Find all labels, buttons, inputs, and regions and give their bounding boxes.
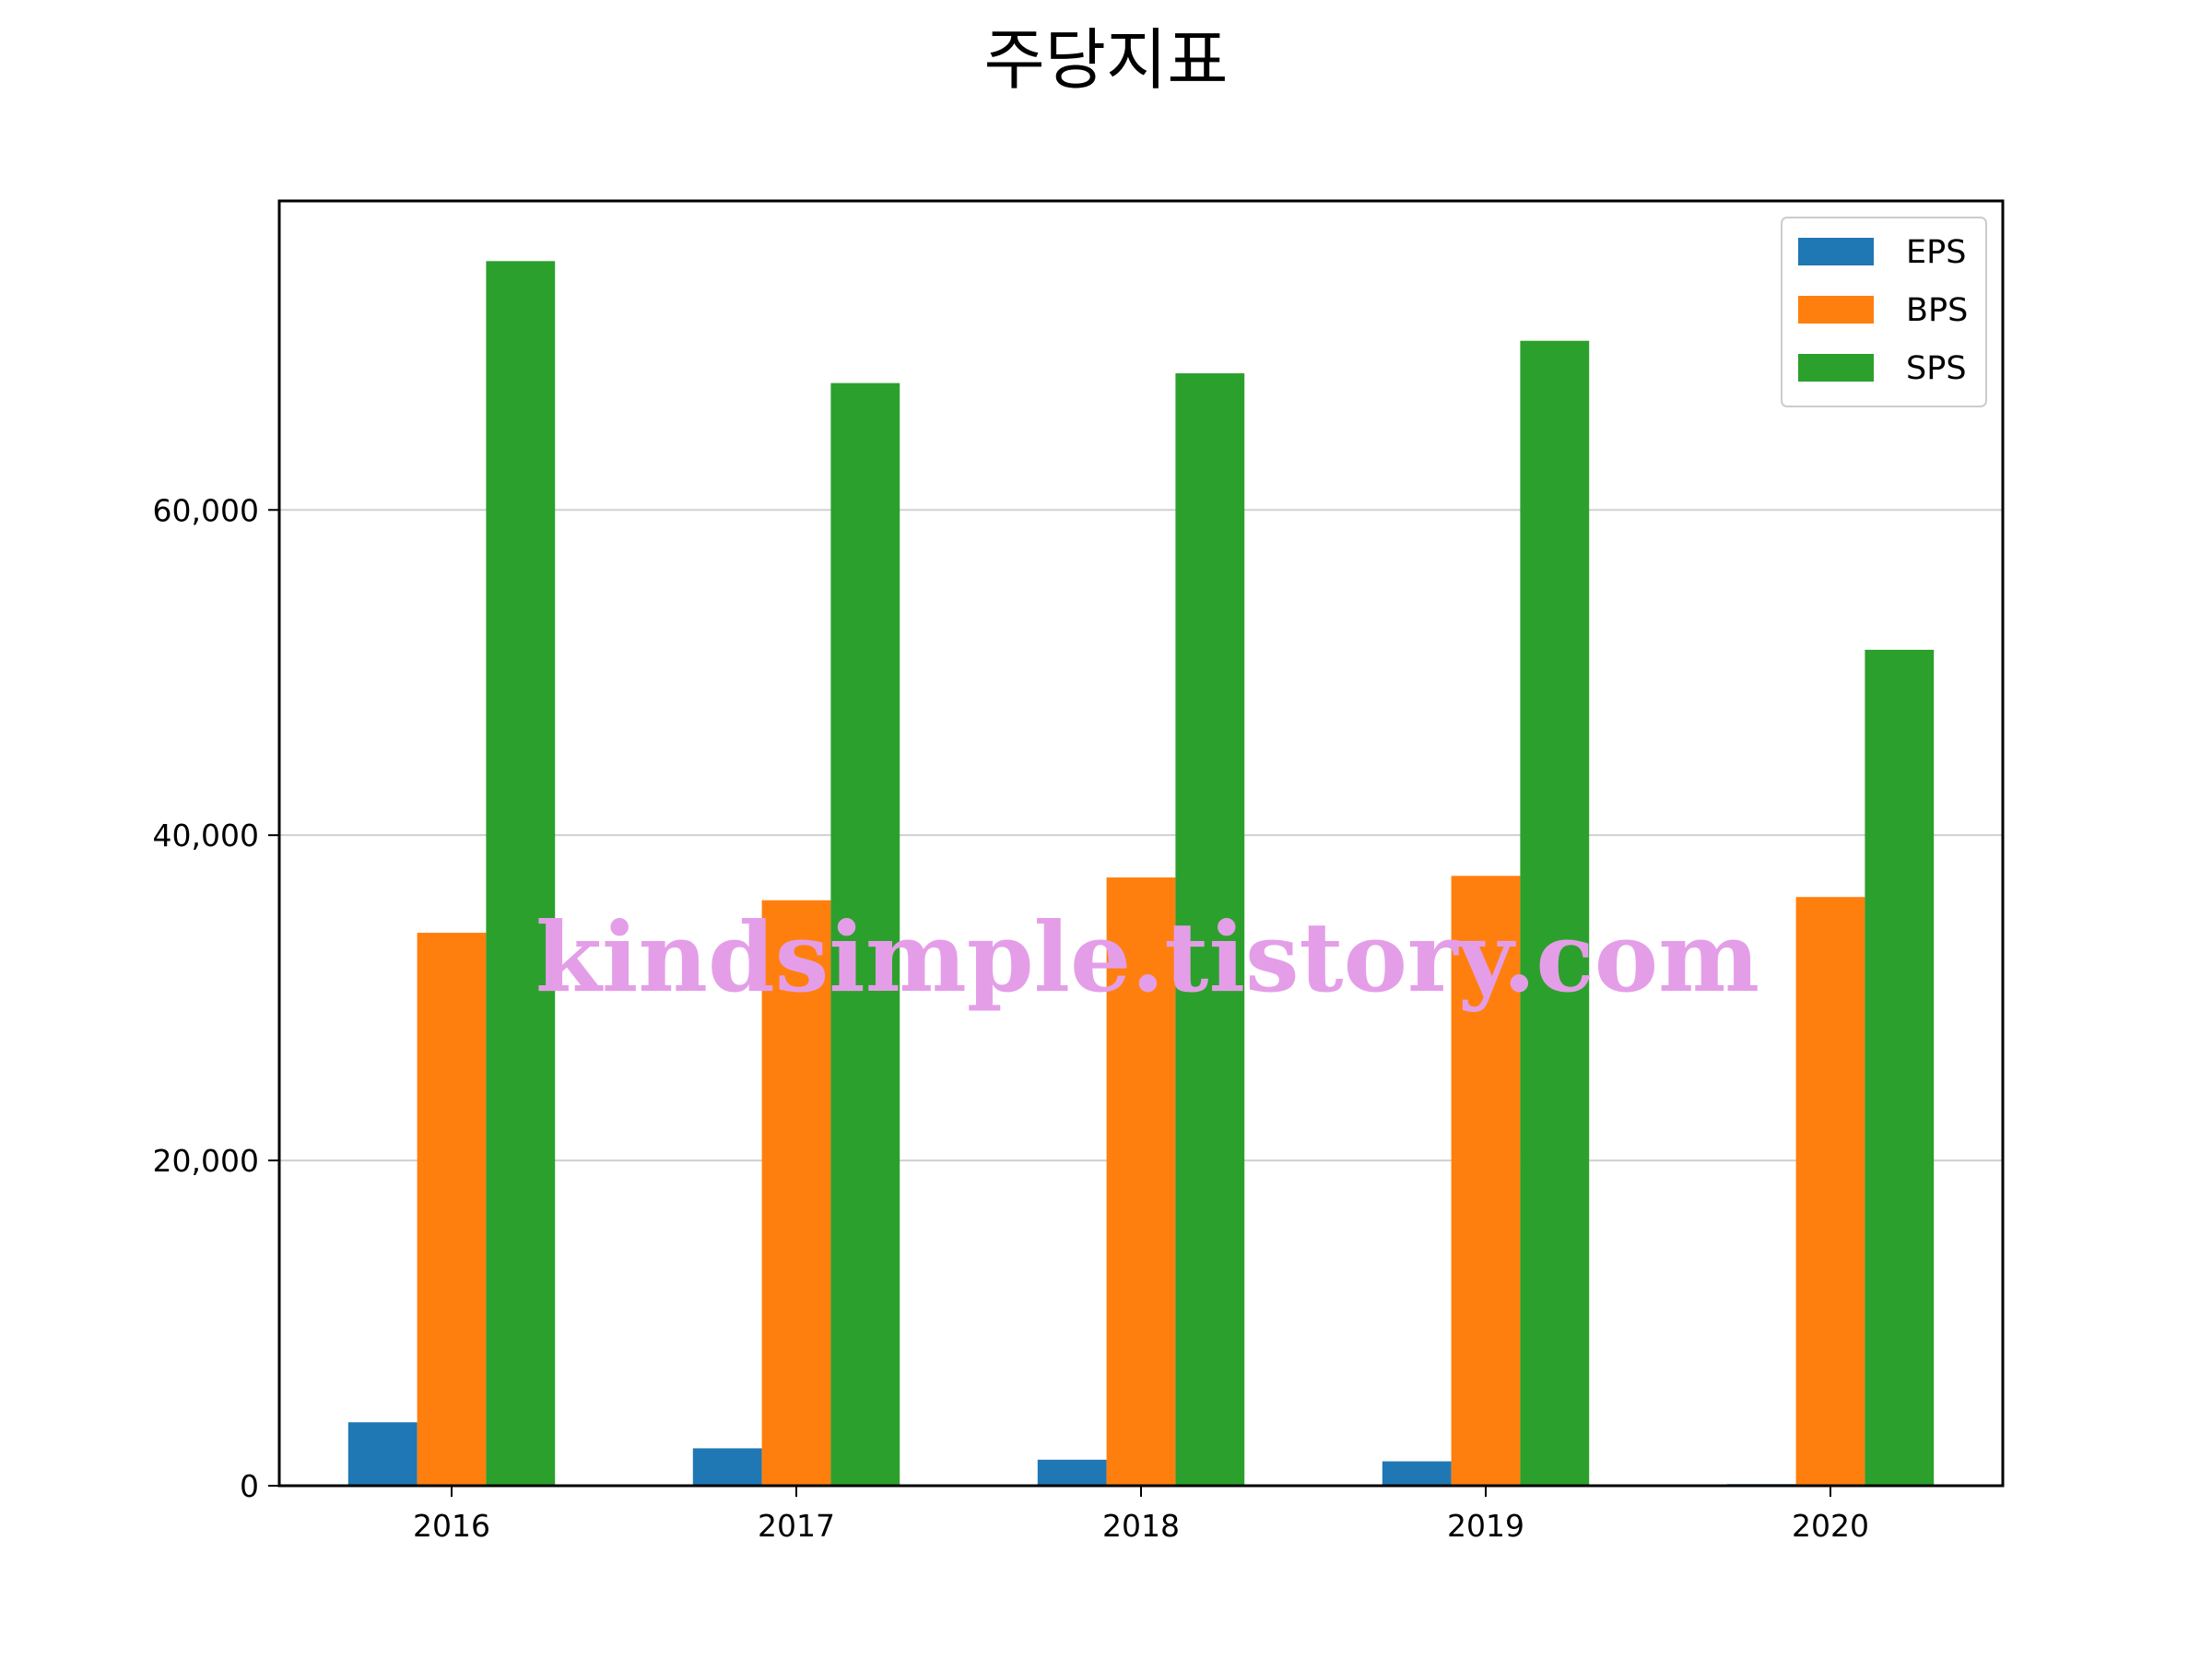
bar-eps-2017 [692, 1448, 762, 1486]
legend-swatch-sps [1798, 354, 1874, 382]
x-tick-label: 2018 [1102, 1508, 1180, 1544]
x-tick-label: 2019 [1447, 1508, 1524, 1544]
bar-sps-2018 [1175, 373, 1245, 1487]
bar-sps-2017 [830, 382, 900, 1486]
legend-label-eps: EPS [1906, 234, 1966, 271]
y-tick-label: 40,000 [153, 818, 259, 853]
legend-swatch-eps [1798, 238, 1874, 265]
bar-sps-2020 [1865, 650, 1935, 1486]
bar-eps-2018 [1037, 1459, 1107, 1486]
x-tick-label: 2016 [413, 1508, 490, 1544]
bar-eps-2019 [1382, 1461, 1452, 1486]
bar-bps-2017 [761, 900, 831, 1486]
legend-label-sps: SPS [1906, 350, 1967, 387]
bar-bps-2016 [417, 933, 487, 1486]
bars [347, 261, 1935, 1487]
y-tick-label: 20,000 [153, 1143, 259, 1179]
bar-sps-2019 [1520, 340, 1590, 1486]
bar-bps-2020 [1795, 897, 1865, 1486]
y-tick-label: 60,000 [153, 492, 259, 528]
x-tick-label: 2017 [758, 1508, 835, 1544]
bar-bps-2019 [1451, 876, 1521, 1486]
x-axis: 2016 2017 2018 2019 2020 [413, 1486, 1869, 1544]
y-tick-label: 0 [240, 1468, 259, 1504]
chart-title: 주당지표 [984, 21, 1229, 99]
legend: EPS BPS SPS [1781, 217, 1987, 407]
bar-bps-2018 [1106, 877, 1176, 1486]
y-axis: 0 20,000 40,000 60,000 [153, 492, 279, 1504]
bar-eps-2016 [347, 1422, 418, 1486]
watermark-text: kindsimple.tistory.com [535, 900, 1759, 1014]
legend-label-bps: BPS [1906, 292, 1968, 329]
x-tick-label: 2020 [1792, 1508, 1869, 1544]
bar-sps-2016 [486, 261, 556, 1487]
legend-swatch-bps [1798, 296, 1874, 324]
